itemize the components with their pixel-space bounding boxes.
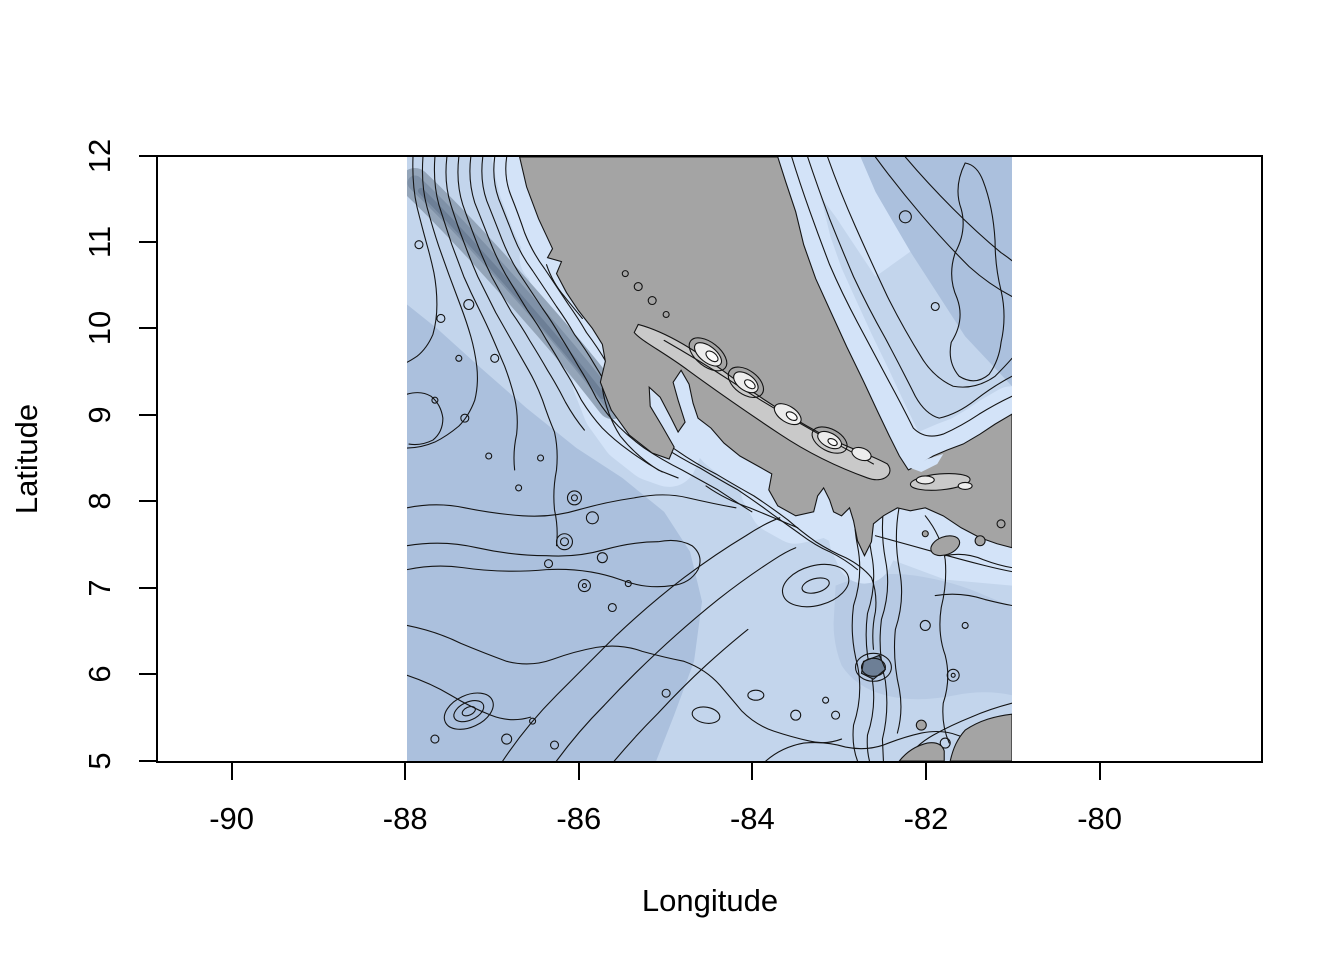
y-tick-label: 12 [82,138,117,173]
land-bottom-edge [898,742,945,761]
x-tick-mark [404,763,407,780]
middle-america-trench-shading [407,167,628,420]
x-tick-label: -88 [382,801,428,836]
elevation-relief [621,270,973,491]
y-tick-mark [139,413,156,416]
x-tick-mark [1098,763,1101,780]
deep-basin-pacific [407,304,703,761]
land-masses [519,157,1012,761]
x-tick-label: -86 [556,801,602,836]
x-tick-mark [230,763,233,780]
island-coiba [930,535,961,557]
y-tick-label: 11 [82,225,117,259]
y-tick-label: 8 [82,492,117,510]
bay-notch [910,454,944,472]
x-tick-mark [577,763,580,780]
land-corner-southeast [949,713,1012,761]
y-tick-mark [139,240,156,243]
shelf-caribbean-north [777,157,911,277]
y-tick-mark [139,500,156,503]
x-tick-mark [751,763,754,780]
x-tick-label: -84 [729,801,775,836]
bathymetry-contours [407,157,1012,761]
island [915,719,927,731]
x-tick-label: -82 [903,801,949,836]
x-tick-label: -90 [209,801,254,836]
x-axis-title: Longitude [641,883,779,918]
y-tick-label: 6 [82,665,117,683]
map-image [407,157,1012,761]
y-tick-label: 7 [82,579,117,597]
island [921,530,929,538]
x-tick-mark [925,763,927,780]
y-tick-label: 10 [82,311,117,346]
y-tick-mark [139,759,156,762]
deep-basin-caribbean [860,157,1012,387]
y-tick-mark [139,673,156,676]
y-tick-mark [139,327,156,330]
x-tick-label: -80 [1077,801,1122,836]
island [974,535,986,547]
y-tick-mark [139,586,156,589]
y-tick-label: 5 [82,752,117,770]
y-tick-mark [139,154,156,157]
y-tick-label: 9 [82,406,117,424]
y-axis-title: Latitude [9,403,44,515]
island [996,519,1006,529]
